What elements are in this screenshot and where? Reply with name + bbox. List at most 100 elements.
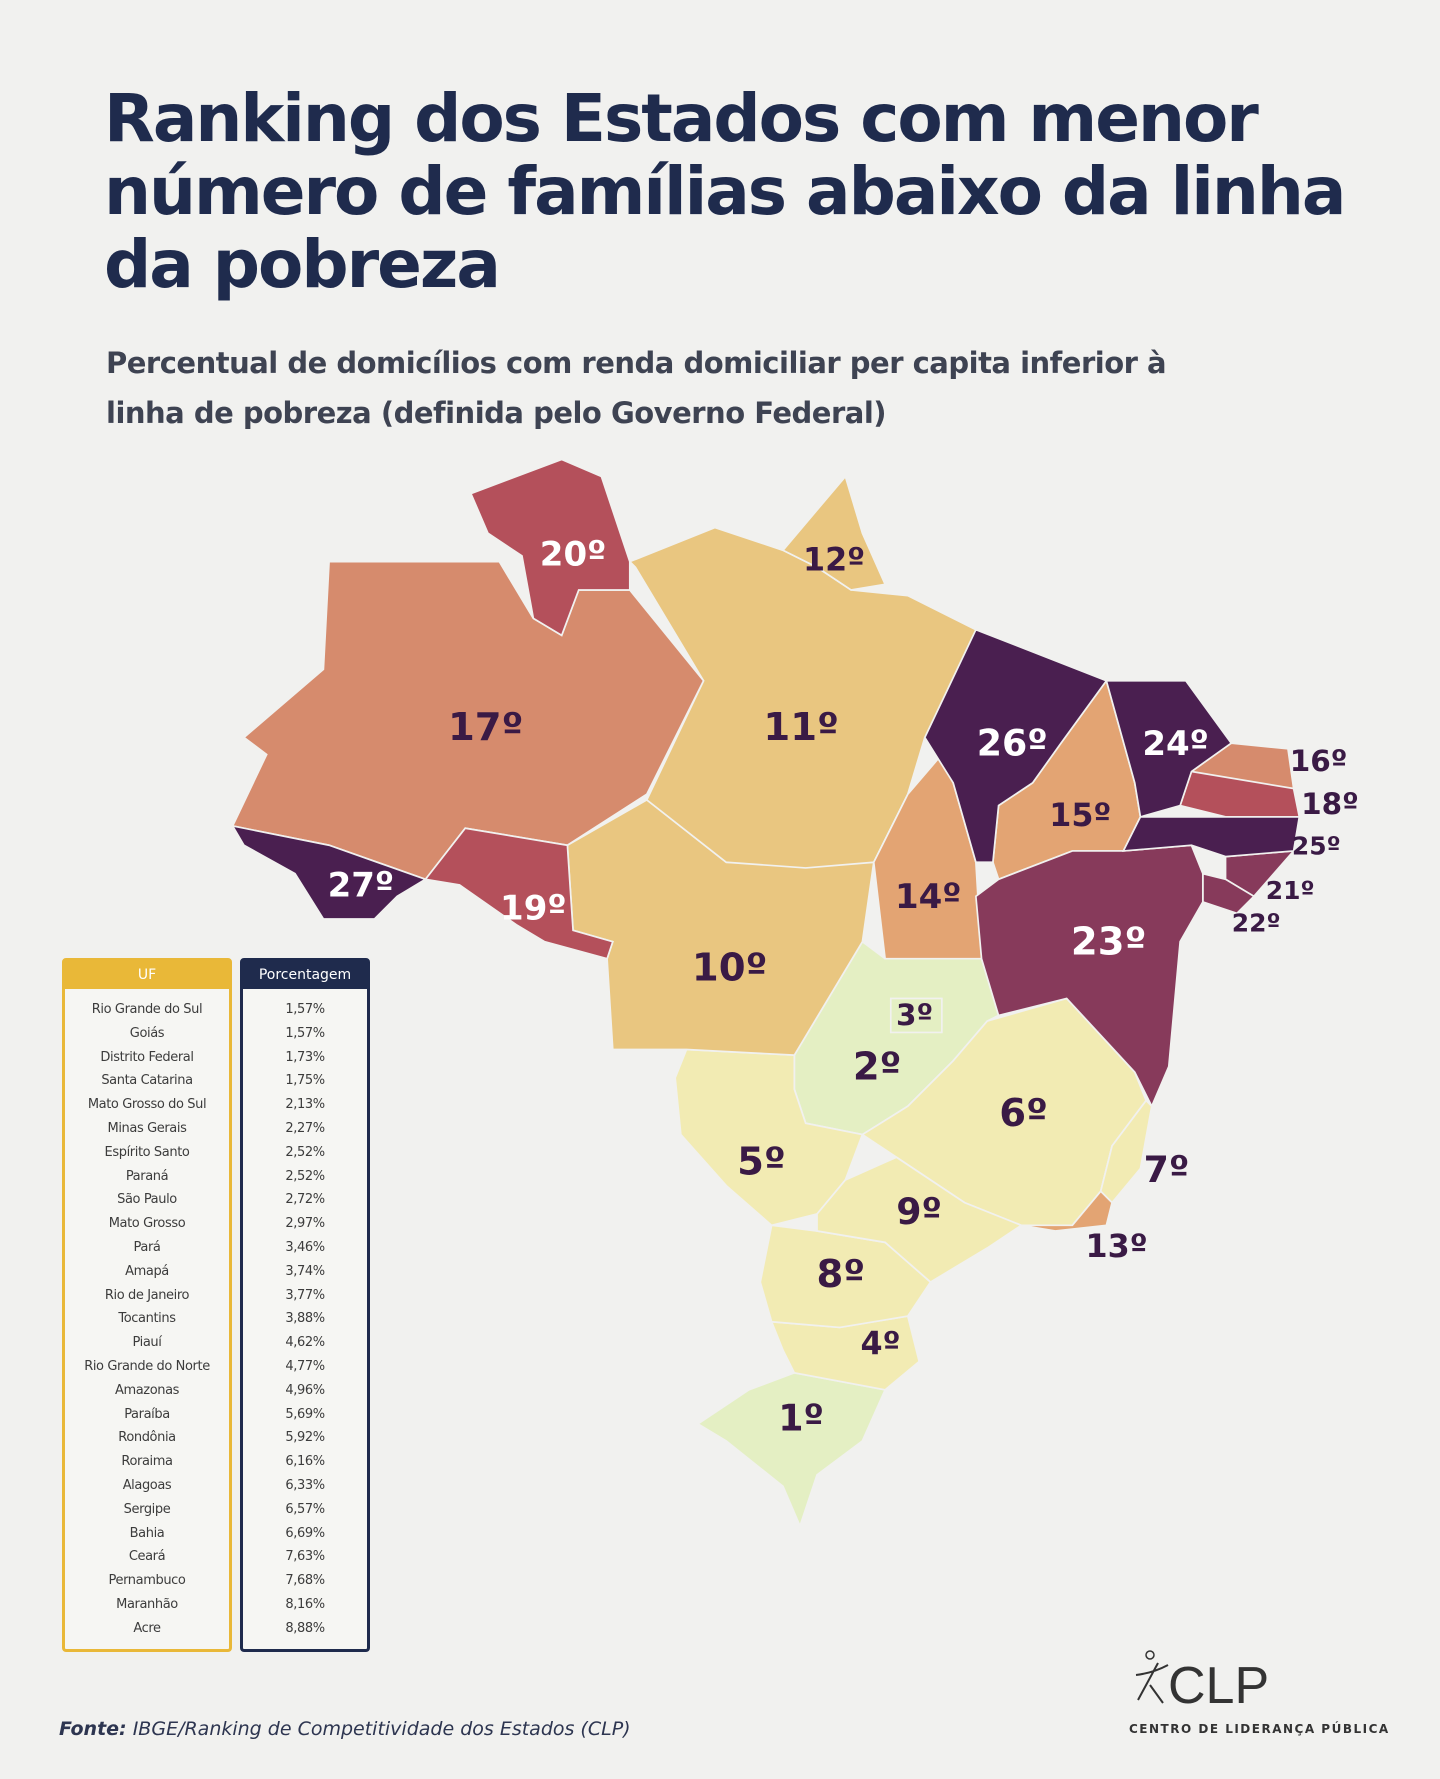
percentage-cell: 7,63%: [285, 1549, 325, 1565]
state-roraima: [469, 458, 631, 637]
uf-cell: Sergipe: [123, 1501, 171, 1517]
uf-cell: Rio de Janeiro: [104, 1287, 190, 1303]
state-sao-paulo: [816, 1156, 1024, 1284]
state-rank-label: 7º: [1144, 1148, 1190, 1191]
percentage-cell: 6,57%: [285, 1501, 325, 1517]
page-subtitle: Percentual de domicílios com renda domic…: [106, 346, 1167, 430]
percentage-column: Porcentagem 1,57% 1,57% 1,73% 1,75% 2,13% 2,2…: [240, 958, 370, 1652]
percentage-cell: 2,52%: [285, 1144, 325, 1160]
state-amapa: [781, 474, 887, 591]
percentage-cell: 6,16%: [285, 1454, 325, 1470]
state-rank-label: 2º: [853, 1044, 902, 1089]
state-rank-label: 22º: [1232, 909, 1281, 938]
state-maranhao: [923, 628, 1108, 864]
logo-text: CLP: [1168, 1657, 1269, 1715]
uf-cell: Piauí: [132, 1335, 162, 1351]
uf-cell: Pernambuco: [108, 1573, 186, 1589]
uf-cell: Alagoas: [122, 1477, 172, 1493]
page-title: Ranking dos Estados com menor número de …: [104, 80, 1346, 303]
percentage-cell: 6,69%: [285, 1525, 325, 1541]
percentage-cell: 4,62%: [285, 1335, 325, 1351]
state-rank-label: 20º: [540, 534, 607, 574]
state-rank-label: 3º: [896, 998, 933, 1032]
uf-column: UF Rio Grande do Sul Goiás Distrito Federa…: [62, 958, 232, 1652]
percentage-cell: 1,73%: [285, 1049, 325, 1065]
uf-cell: Pará: [133, 1239, 161, 1255]
source-note: Fonte: IBGE/Ranking de Competitividade d…: [59, 1718, 631, 1740]
state-rondonia: [423, 827, 614, 960]
uf-cell: Amazonas: [114, 1382, 180, 1398]
state-rank-label: 5º: [737, 1140, 786, 1185]
percentage-cell: 6,33%: [285, 1477, 325, 1493]
percentage-cell: 8,16%: [285, 1596, 325, 1612]
state-rank-label: 26º: [977, 721, 1048, 764]
state-rank-label: 4º: [861, 1327, 901, 1363]
uf-cell: Santa Catarina: [101, 1073, 193, 1089]
state-rank-label: 11º: [763, 705, 838, 750]
percentage-cell: 4,96%: [285, 1382, 325, 1398]
percentage-cell: 7,68%: [285, 1573, 325, 1589]
state-distrito-federal: [889, 997, 943, 1034]
state-rank-label: 8º: [817, 1252, 866, 1297]
uf-cell: Tocantins: [118, 1311, 176, 1327]
uf-cell: São Paulo: [117, 1192, 177, 1208]
state-rank-label: 16º: [1290, 744, 1348, 778]
percentage-cell: 1,57%: [285, 1002, 325, 1017]
uf-column-header: UF: [65, 961, 229, 989]
state-rank-label: 27º: [328, 866, 395, 906]
uf-cell: Bahia: [129, 1525, 165, 1541]
percentage-cell: 1,57%: [285, 1025, 325, 1041]
percentage-cell: 2,72%: [285, 1192, 325, 1208]
uf-cell: Distrito Federal: [100, 1049, 194, 1065]
state-rank-label: 10º: [692, 946, 767, 991]
uf-cell: Minas Gerais: [107, 1120, 187, 1136]
uf-cell: Rondônia: [118, 1430, 176, 1446]
percentage-cell: 3,88%: [285, 1311, 325, 1327]
uf-cell: Espírito Santo: [104, 1144, 190, 1160]
source-text: IBGE/Ranking de Competitividade dos Esta…: [132, 1718, 631, 1740]
percentage-cell: 5,92%: [285, 1430, 325, 1446]
percentage-cell: 3,74%: [285, 1263, 325, 1279]
uf-cell: Goiás: [129, 1025, 165, 1041]
uf-cell: Rio Grande do Norte: [84, 1358, 210, 1374]
percentage-cell: 4,77%: [285, 1358, 325, 1374]
percentage-cell: 1,75%: [285, 1073, 325, 1089]
percentage-cell: 5,69%: [285, 1406, 325, 1422]
percentage-cell: 3,46%: [285, 1239, 325, 1255]
state-rank-label: 17º: [448, 705, 523, 750]
state-rio-grande-do-sul: [696, 1371, 887, 1529]
state-rank-label: 12º: [803, 543, 865, 579]
percentage-cell: 8,88%: [285, 1620, 325, 1636]
state-rank-label: 14º: [895, 877, 962, 917]
state-rank-label: 18º: [1301, 787, 1359, 821]
state-rio-de-janeiro: [1021, 1190, 1113, 1232]
state-rank-label: 19º: [500, 888, 567, 928]
uf-cell: Mato Grosso do Sul: [87, 1097, 207, 1113]
state-rank-label: 23º: [1071, 919, 1146, 964]
clp-logo: CLP: [1135, 1650, 1269, 1715]
uf-cell: Mato Grosso: [108, 1216, 186, 1232]
uf-cell: Rio Grande do Sul: [91, 1002, 203, 1017]
uf-cell: Roraima: [121, 1454, 173, 1470]
state-rank-label: 1º: [778, 1396, 824, 1439]
percentage-column-header: Porcentagem: [243, 961, 367, 989]
percentage-cell: 2,13%: [285, 1097, 325, 1113]
state-ceara: [1105, 679, 1233, 818]
uf-cell: Maranhão: [116, 1596, 178, 1612]
uf-cell: Amapá: [125, 1263, 169, 1279]
percentage-cell: 2,52%: [285, 1168, 325, 1184]
uf-cell: Paraná: [125, 1168, 169, 1184]
state-rank-label: 21º: [1266, 876, 1315, 905]
state-rank-label: 25º: [1292, 832, 1341, 861]
logo-caption: CENTRO DE LIDERANÇA PÚBLICA: [1129, 1722, 1390, 1736]
state-pernambuco: [1121, 816, 1301, 858]
uf-cell: Paraíba: [124, 1406, 170, 1422]
state-rank-label: 9º: [896, 1190, 942, 1233]
percentage-cell: 3,77%: [285, 1287, 325, 1303]
uf-cell: Ceará: [128, 1549, 166, 1565]
uf-cell: Acre: [133, 1620, 161, 1636]
state-rank-label: 15º: [1049, 798, 1111, 834]
state-rank-label: 13º: [1086, 1229, 1148, 1265]
source-label: Fonte:: [59, 1718, 127, 1740]
